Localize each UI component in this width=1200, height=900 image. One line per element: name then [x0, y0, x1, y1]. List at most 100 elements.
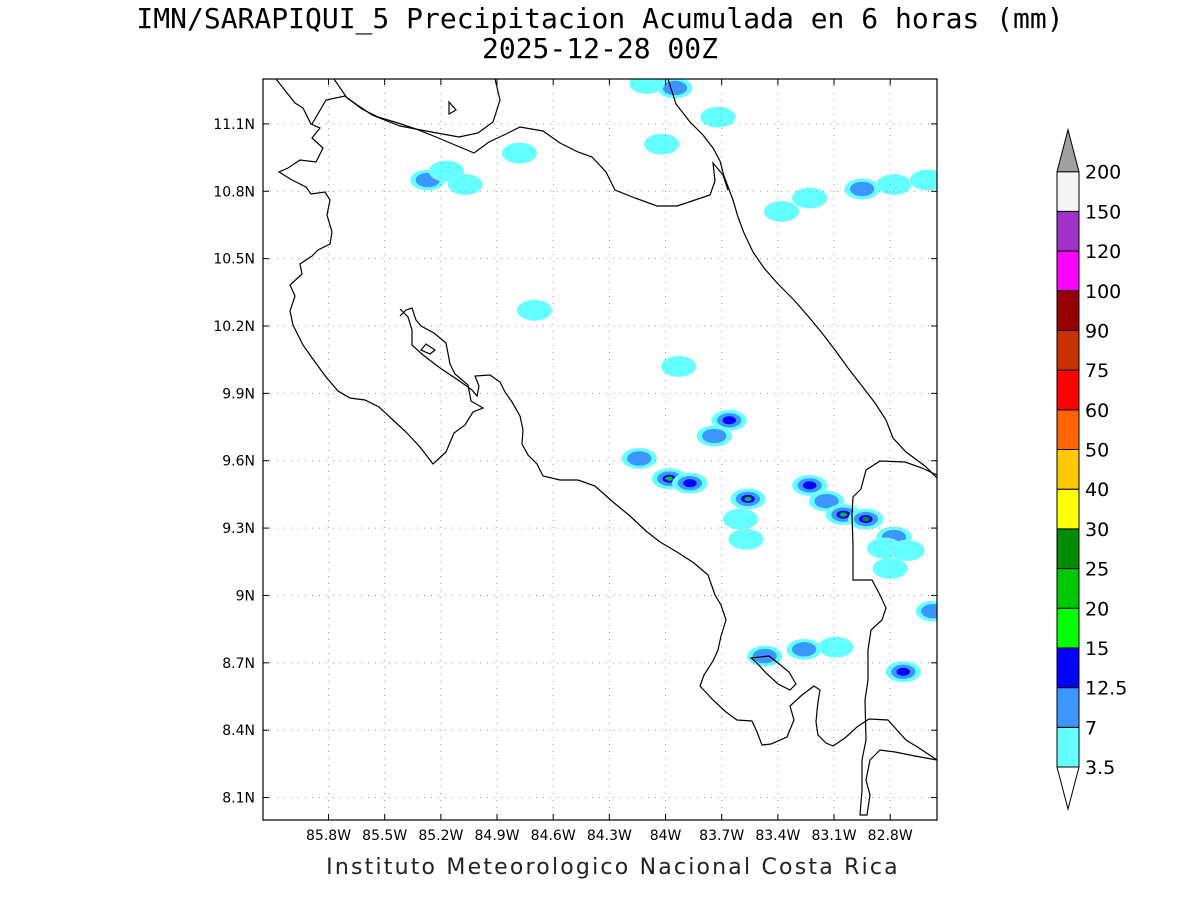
title-line2: 2025-12-28 00Z	[481, 32, 718, 65]
precip-cell	[672, 472, 708, 494]
precip-contour-fill	[876, 173, 912, 196]
precip-cell	[657, 79, 693, 99]
colorbar-label: 75	[1085, 360, 1109, 382]
precip-cell	[516, 299, 553, 321]
precip-contour-fill	[447, 173, 484, 196]
colorbar-swatch	[1056, 528, 1080, 570]
lon-tick-label: 85.2W	[418, 828, 463, 844]
precip-cell	[844, 178, 880, 200]
island-outline	[448, 100, 457, 116]
precip-contour-fill	[643, 133, 680, 155]
lon-tick-label: 83.4W	[755, 828, 800, 844]
colorbar-swatch	[1056, 409, 1080, 450]
lon-tick-label: 84.3W	[587, 828, 632, 844]
lon-tick-label: 85.8W	[306, 828, 351, 844]
precip-cell	[786, 638, 822, 660]
colorbar-label: 15	[1085, 638, 1109, 660]
colorbar-label: 100	[1085, 281, 1121, 303]
precip-contour-fill	[862, 517, 870, 522]
precip-contour-fill	[700, 106, 736, 128]
precip-contour-fill	[763, 200, 800, 223]
precip-cell	[909, 169, 937, 191]
nicaragua-border	[311, 95, 729, 207]
map-frame	[262, 78, 938, 821]
precip-cell	[722, 508, 759, 530]
precip-contour-fill	[791, 642, 817, 657]
lat-tick-label: 11.1N	[213, 117, 255, 133]
lat-tick-label: 8.7N	[222, 656, 255, 672]
pacific-coastline	[275, 79, 485, 465]
precip-contour-fill	[722, 508, 759, 530]
colorbar-swatch	[1056, 250, 1080, 292]
precip-cell	[876, 173, 912, 196]
lat-tick-label: 10.8N	[213, 184, 255, 200]
pacific-coastline-gulf	[399, 308, 937, 761]
colorbar-label: 200	[1085, 162, 1121, 184]
colorbar-label: 30	[1085, 519, 1109, 541]
precip-cell	[818, 636, 854, 658]
precip-cell	[696, 425, 733, 447]
precip-contour-fill	[629, 79, 665, 95]
lat-tick-label: 8.1N	[222, 791, 255, 807]
axis-labels: 11.1N 10.8N 10.5N 10.2N 9.9N 9.6N 9.3N 9N 8.7N 8.…	[213, 117, 913, 844]
precip-cell	[791, 187, 828, 209]
colorbar-swatch	[1056, 647, 1080, 689]
colorbar-swatch	[1056, 171, 1080, 212]
colorbar-label: 3.5	[1085, 757, 1115, 779]
lon-tick-label: 83.1W	[812, 828, 857, 844]
precip-contour-fill	[728, 528, 764, 550]
colorbar-label: 25	[1085, 559, 1109, 581]
colorbar-swatch	[1056, 568, 1080, 609]
lat-tick-label: 9.6N	[222, 454, 255, 470]
caribbean-coastline	[667, 79, 937, 479]
precip-cell	[447, 173, 484, 196]
precip-cell	[730, 488, 766, 510]
precip-cell	[889, 539, 925, 562]
precip-contour-fill	[516, 299, 553, 321]
precip-contour-fill	[840, 512, 847, 517]
coastline-layer	[275, 79, 937, 816]
lat-tick-label: 10.5N	[213, 252, 255, 268]
precip-cell	[629, 79, 665, 95]
precip-contour-fill	[627, 451, 652, 466]
colorbar-label: 7	[1085, 717, 1097, 739]
precip-contour-fill	[896, 667, 911, 676]
colorbar-swatch	[1056, 726, 1080, 768]
lon-tick-label: 84.9W	[475, 828, 520, 844]
precip-contour-fill	[791, 187, 828, 209]
colorbar-swatch	[1056, 449, 1080, 490]
precip-cell	[700, 106, 736, 128]
precip-contour-fill	[501, 142, 538, 164]
lat-tick-label: 9N	[236, 588, 255, 604]
colorbar-legend: 3.5 7 12.5 15 20 25 30 40 50 60 75 90 100 120 150 200	[1056, 127, 1127, 811]
precip-cell	[848, 508, 884, 530]
precip-contour-fill	[849, 181, 875, 197]
precip-cell	[643, 133, 680, 155]
precip-contour-fill	[662, 80, 688, 96]
precip-cell	[915, 600, 937, 622]
precip-cell	[885, 661, 922, 683]
precip-cell	[791, 474, 828, 497]
colorbar-swatch	[1056, 329, 1080, 371]
lon-tick-label: 84W	[650, 828, 682, 844]
lon-tick-label: 82.8W	[868, 828, 913, 844]
panama-border	[851, 460, 937, 816]
colorbar-over-triangle	[1056, 127, 1080, 173]
lon-tick-label: 84.6W	[531, 828, 576, 844]
colorbar-swatch	[1056, 488, 1080, 530]
precipitation-layer	[409, 79, 937, 683]
lake-outline	[333, 79, 501, 138]
precip-contour-fill	[921, 603, 937, 619]
colorbar-swatch	[1056, 607, 1080, 649]
precip-contour-fill	[702, 428, 727, 444]
precip-contour-fill	[665, 476, 673, 481]
colorbar-label: 120	[1085, 241, 1121, 263]
lon-tick-label: 83.7W	[699, 828, 744, 844]
lat-tick-label: 8.4N	[222, 723, 255, 739]
title-line1: IMN/SARAPIQUI_5 Precipitacion Acumulada …	[136, 2, 1064, 35]
precip-cell	[711, 409, 747, 431]
colorbar-label: 150	[1085, 201, 1121, 223]
colorbar-label: 20	[1085, 598, 1109, 620]
precip-cell	[763, 200, 800, 223]
